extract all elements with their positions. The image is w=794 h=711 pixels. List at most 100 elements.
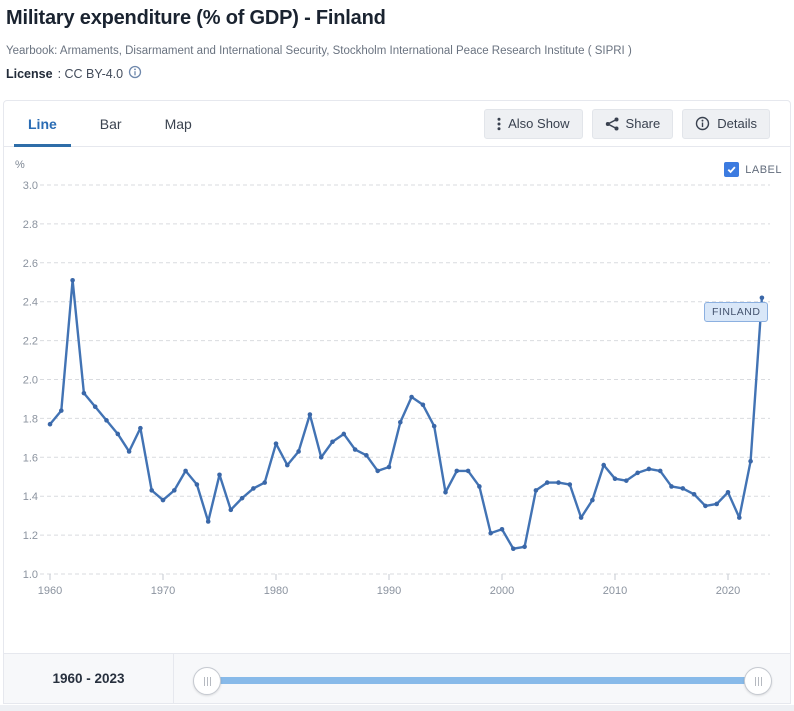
data-point — [285, 462, 290, 468]
data-point — [172, 488, 177, 493]
data-point — [364, 453, 369, 458]
label-checkbox-control[interactable]: LABEL — [724, 162, 782, 177]
year-range-slider — [174, 654, 790, 703]
data-point — [454, 468, 460, 474]
data-point — [544, 480, 550, 485]
info-icon — [695, 116, 710, 131]
data-point — [522, 544, 527, 550]
data-point — [296, 449, 301, 454]
data-point — [601, 462, 606, 468]
data-point — [612, 476, 618, 481]
slider-handle-right[interactable] — [744, 667, 772, 695]
range-label-zone: 1960 - 2023 — [4, 654, 174, 703]
data-point — [443, 490, 448, 495]
data-point — [92, 404, 98, 410]
data-point — [420, 402, 426, 408]
y-tick-label: 2.8 — [23, 219, 38, 231]
tab-map[interactable]: Map — [164, 115, 192, 132]
tab-line[interactable]: Line — [14, 101, 71, 147]
share-label: Share — [625, 116, 661, 131]
range-footer: 1960 - 2023 — [4, 653, 790, 703]
x-tick-label: 2000 — [490, 585, 514, 597]
data-point — [578, 515, 584, 520]
data-point — [465, 468, 471, 474]
data-point — [556, 480, 561, 485]
data-point — [635, 470, 640, 476]
x-tick-label: 1990 — [377, 585, 401, 597]
x-tick-label: 1970 — [151, 585, 175, 597]
data-point — [499, 526, 505, 532]
data-point — [567, 482, 573, 487]
data-point — [737, 515, 742, 520]
bottom-strip — [0, 705, 794, 711]
data-point — [759, 295, 765, 301]
data-point — [138, 425, 143, 431]
x-tick-label: 2020 — [716, 585, 740, 597]
data-point — [149, 488, 154, 493]
data-point — [533, 488, 539, 493]
data-point — [386, 464, 392, 470]
data-point — [307, 412, 313, 417]
data-point — [183, 468, 188, 474]
y-tick-label: 2.6 — [23, 258, 38, 270]
slider-handle-left[interactable] — [193, 667, 221, 695]
data-point — [590, 497, 595, 503]
data-point — [680, 486, 686, 491]
data-point — [669, 484, 674, 489]
data-point — [262, 480, 268, 485]
data-point — [646, 466, 652, 472]
y-tick-label: 1.6 — [23, 452, 38, 464]
data-point — [104, 418, 109, 423]
data-point — [318, 455, 324, 460]
details-button[interactable]: Details — [682, 108, 770, 139]
share-icon — [605, 117, 619, 131]
label-checkbox-text: LABEL — [745, 163, 782, 176]
data-point — [81, 390, 87, 396]
source-subtitle: Yearbook: Armaments, Disarmament and Int… — [6, 45, 632, 57]
x-tick-label: 1960 — [38, 585, 62, 597]
data-point — [228, 507, 234, 513]
data-point — [47, 421, 53, 427]
data-point — [409, 394, 414, 400]
data-point — [59, 408, 64, 413]
series-tag-finland: FINLAND — [704, 302, 769, 322]
data-point — [239, 495, 245, 501]
label-checkbox[interactable] — [724, 162, 740, 177]
data-line — [48, 279, 764, 550]
data-point — [375, 468, 381, 474]
x-tick-label: 1980 — [264, 585, 288, 597]
license-value: : CC BY-4.0 — [57, 66, 124, 81]
tab-bar-chart[interactable]: Bar — [99, 115, 122, 132]
data-point — [691, 491, 697, 497]
slider-track[interactable] — [207, 677, 758, 684]
share-button[interactable]: Share — [591, 108, 674, 139]
tab-bar: Line Bar Map Also Show Share Details — [4, 101, 790, 147]
data-point — [477, 484, 482, 489]
chart-card: Line Bar Map Also Show Share Details — [3, 100, 791, 704]
also-show-button[interactable]: Also Show — [484, 108, 583, 139]
details-label: Details — [717, 116, 757, 131]
data-point — [205, 519, 211, 524]
chart-area: % LABEL 3.0 2.8 2.6 2.4 2.2 2.0 1.8 1.6 1.4 1.2 1.… — [4, 147, 790, 655]
checkmark-icon — [727, 166, 736, 174]
data-point — [657, 468, 663, 474]
data-point — [70, 278, 75, 283]
y-tick-label: 1.8 — [23, 413, 38, 425]
toolbar: Also Show Share Details — [484, 101, 790, 146]
data-point — [431, 423, 437, 429]
license-row: License : CC BY-4.0 — [6, 65, 142, 82]
page-title: Military expenditure (% of GDP) - Finlan… — [6, 7, 386, 29]
data-point — [194, 482, 200, 487]
data-point — [330, 439, 335, 445]
data-point — [714, 501, 719, 507]
data-point — [160, 497, 166, 503]
y-tick-label: 1.0 — [23, 569, 38, 581]
info-circle-icon[interactable] — [128, 65, 142, 82]
data-point — [511, 546, 516, 552]
data-point — [251, 486, 256, 491]
data-point — [488, 530, 494, 536]
y-tick-label: 2.4 — [23, 297, 38, 309]
data-point — [725, 490, 731, 495]
data-point — [398, 419, 403, 425]
range-label: 1960 - 2023 — [52, 671, 125, 686]
